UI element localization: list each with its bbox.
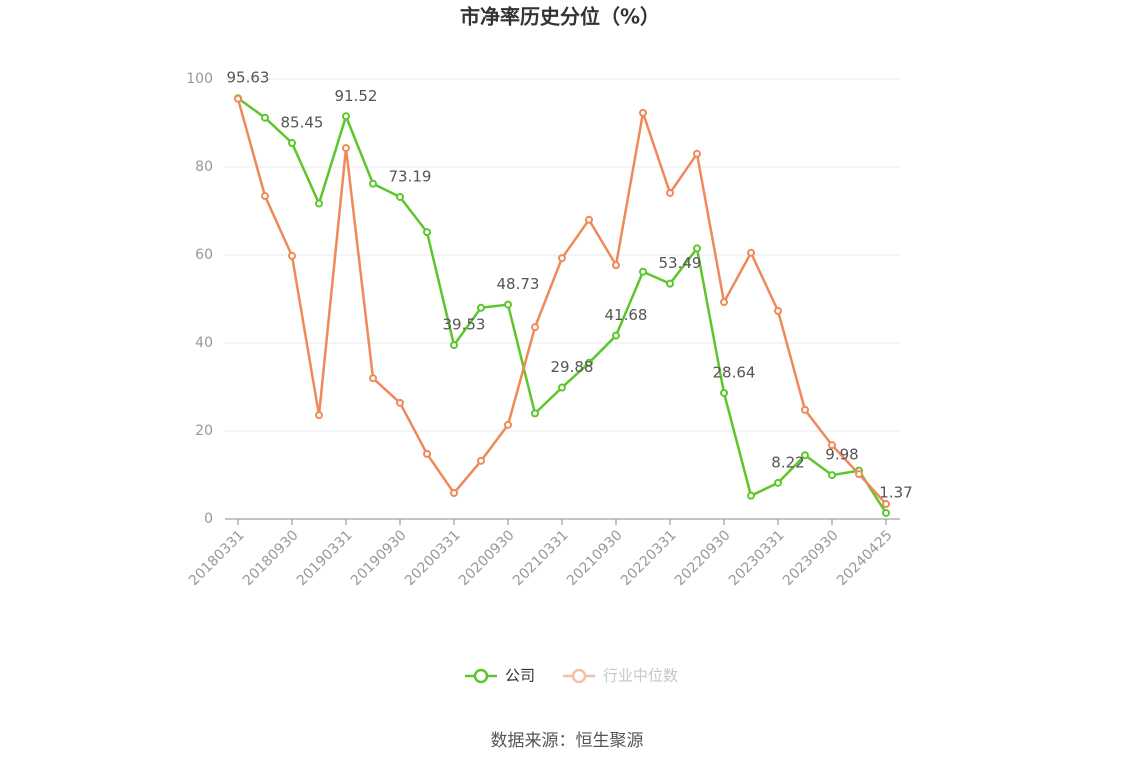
- point: [423, 449, 431, 458]
- x-tick-label: 20210930: [564, 527, 626, 589]
- point: [639, 267, 647, 276]
- point: [693, 149, 701, 158]
- point: [450, 489, 458, 498]
- point: [639, 108, 647, 117]
- point: [261, 113, 269, 122]
- point: [369, 179, 377, 188]
- point: [774, 306, 782, 315]
- point: [720, 298, 728, 307]
- y-tick-label: 100: [186, 71, 213, 87]
- x-tick-label: 20220331: [618, 527, 680, 589]
- y-tick-label: 20: [195, 423, 213, 439]
- point: [855, 470, 863, 479]
- x-tick-label: 20210331: [510, 527, 572, 589]
- data-label: 41.68: [605, 306, 648, 324]
- point: [531, 323, 539, 332]
- point: [315, 199, 323, 208]
- source: 数据来源：恒生聚源: [491, 731, 644, 751]
- x-tick-label: 20200930: [456, 527, 518, 589]
- data-label: 85.45: [281, 114, 324, 132]
- y-tick-label: 60: [195, 247, 213, 263]
- x-tick-label: 20230930: [780, 527, 842, 589]
- point: [666, 188, 674, 197]
- point: [558, 383, 566, 392]
- point: [288, 251, 296, 260]
- point: [774, 478, 782, 487]
- point: [801, 451, 809, 460]
- data-label: 9.98: [825, 446, 858, 464]
- point: [531, 409, 539, 418]
- legend-marker: [571, 668, 587, 684]
- point: [828, 441, 836, 450]
- x-tick-label: 20180331: [186, 527, 248, 589]
- data-label: 73.19: [389, 167, 432, 185]
- point: [666, 279, 674, 288]
- x-tick-label: 20180930: [240, 527, 302, 589]
- point: [882, 500, 890, 509]
- legend-item: 公司: [465, 667, 535, 685]
- chart-title: 市净率历史分位（%）: [460, 5, 660, 29]
- legend-item: 行业中位数: [563, 667, 678, 685]
- y-tick-label: 0: [204, 511, 213, 527]
- point: [747, 491, 755, 500]
- point: [369, 374, 377, 383]
- point: [315, 411, 323, 420]
- point: [585, 358, 593, 367]
- data-label: 1.37: [879, 483, 912, 501]
- point: [693, 244, 701, 253]
- point: [801, 405, 809, 414]
- point: [477, 456, 485, 465]
- x-tick-label: 20220930: [672, 527, 734, 589]
- x-tick-label: 20190331: [294, 527, 356, 589]
- point: [720, 388, 728, 397]
- series-line: [237, 97, 888, 514]
- data-label: 28.64: [713, 363, 756, 381]
- legend-label: 公司: [505, 667, 535, 685]
- legend-marker: [473, 668, 489, 684]
- legend-label: 行业中位数: [603, 667, 678, 685]
- point: [747, 248, 755, 257]
- data-label: 91.52: [335, 87, 378, 105]
- point: [558, 254, 566, 263]
- point: [396, 398, 404, 407]
- point: [504, 300, 512, 309]
- y-tick-label: 80: [195, 159, 213, 175]
- point: [612, 261, 620, 270]
- x-tick-label: 20200331: [402, 527, 464, 589]
- point: [882, 508, 890, 517]
- point: [504, 420, 512, 429]
- point: [828, 471, 836, 480]
- data-label: 48.73: [497, 275, 540, 293]
- x-tick-label: 20230331: [726, 527, 788, 589]
- data-label: 95.63: [227, 69, 270, 87]
- point: [612, 331, 620, 340]
- series-line: [236, 98, 887, 505]
- point: [342, 112, 350, 121]
- data-label: 53.49: [659, 254, 702, 272]
- x-tick-label: 20190930: [348, 527, 410, 589]
- point: [342, 144, 350, 153]
- point: [423, 228, 431, 237]
- point: [288, 139, 296, 148]
- data-label: 8.22: [771, 453, 804, 471]
- point: [477, 303, 485, 312]
- point: [396, 192, 404, 201]
- point: [450, 341, 458, 350]
- point: [585, 215, 593, 224]
- data-label: 39.53: [443, 316, 486, 334]
- point: [261, 192, 269, 201]
- y-tick-label: 40: [195, 335, 213, 351]
- x-tick-label: 20240425: [834, 527, 896, 589]
- point: [234, 94, 242, 103]
- data-label: 29.88: [551, 358, 594, 376]
